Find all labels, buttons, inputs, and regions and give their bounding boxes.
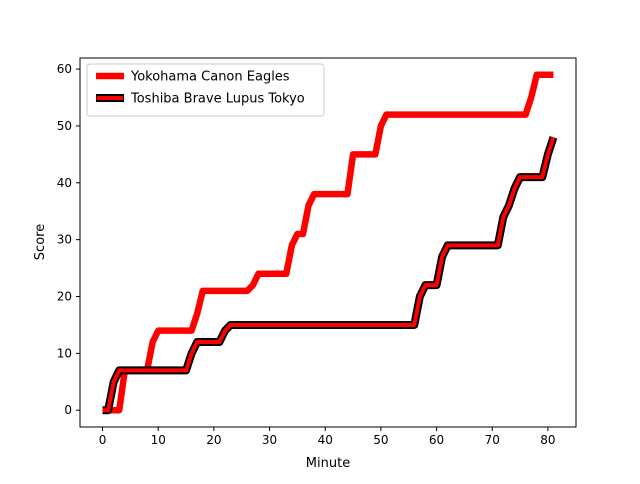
series-line-1: [102, 136, 556, 413]
y-tick-label: 50: [57, 119, 72, 133]
y-tick-label: 20: [57, 290, 72, 304]
legend-label-0: Yokohama Canon Eagles: [130, 70, 290, 85]
x-tick-label: 80: [540, 433, 555, 447]
y-tick-label: 0: [64, 403, 72, 417]
y-tick-label: 60: [57, 62, 72, 76]
x-tick-label: 70: [485, 433, 500, 447]
legend: Yokohama Canon Eagles Toshiba Brave Lupus…: [86, 63, 325, 117]
x-tick-label: 60: [429, 433, 444, 447]
series-lines: [102, 71, 558, 415]
series-line-0: [102, 71, 554, 414]
y-tick-label: 10: [57, 346, 72, 360]
y-tick-label: 30: [57, 233, 72, 247]
x-tick-label: 30: [262, 433, 277, 447]
legend-box: [86, 63, 325, 117]
x-axis-label: Minute: [306, 456, 350, 471]
y-tick-label: 40: [57, 176, 72, 190]
x-tick-label: 50: [373, 433, 388, 447]
x-tick-label: 20: [206, 433, 221, 447]
x-tick-label: 10: [151, 433, 166, 447]
legend-label-1: Toshiba Brave Lupus Tokyo: [130, 92, 305, 107]
plot-area: [102, 71, 558, 415]
x-tick-label: 40: [318, 433, 333, 447]
y-axis-label: Score: [33, 224, 48, 260]
axes: 0 10 20 30 40 50 60 70 80 0 10 20 30 40 50 60: [57, 57, 577, 447]
axes-frame: [79, 57, 577, 428]
x-tick-label: 0: [99, 433, 107, 447]
